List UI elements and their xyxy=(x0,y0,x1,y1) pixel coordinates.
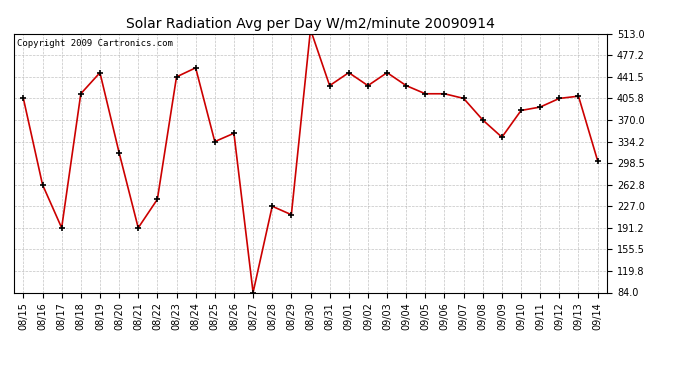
Title: Solar Radiation Avg per Day W/m2/minute 20090914: Solar Radiation Avg per Day W/m2/minute … xyxy=(126,17,495,31)
Text: Copyright 2009 Cartronics.com: Copyright 2009 Cartronics.com xyxy=(17,39,172,48)
